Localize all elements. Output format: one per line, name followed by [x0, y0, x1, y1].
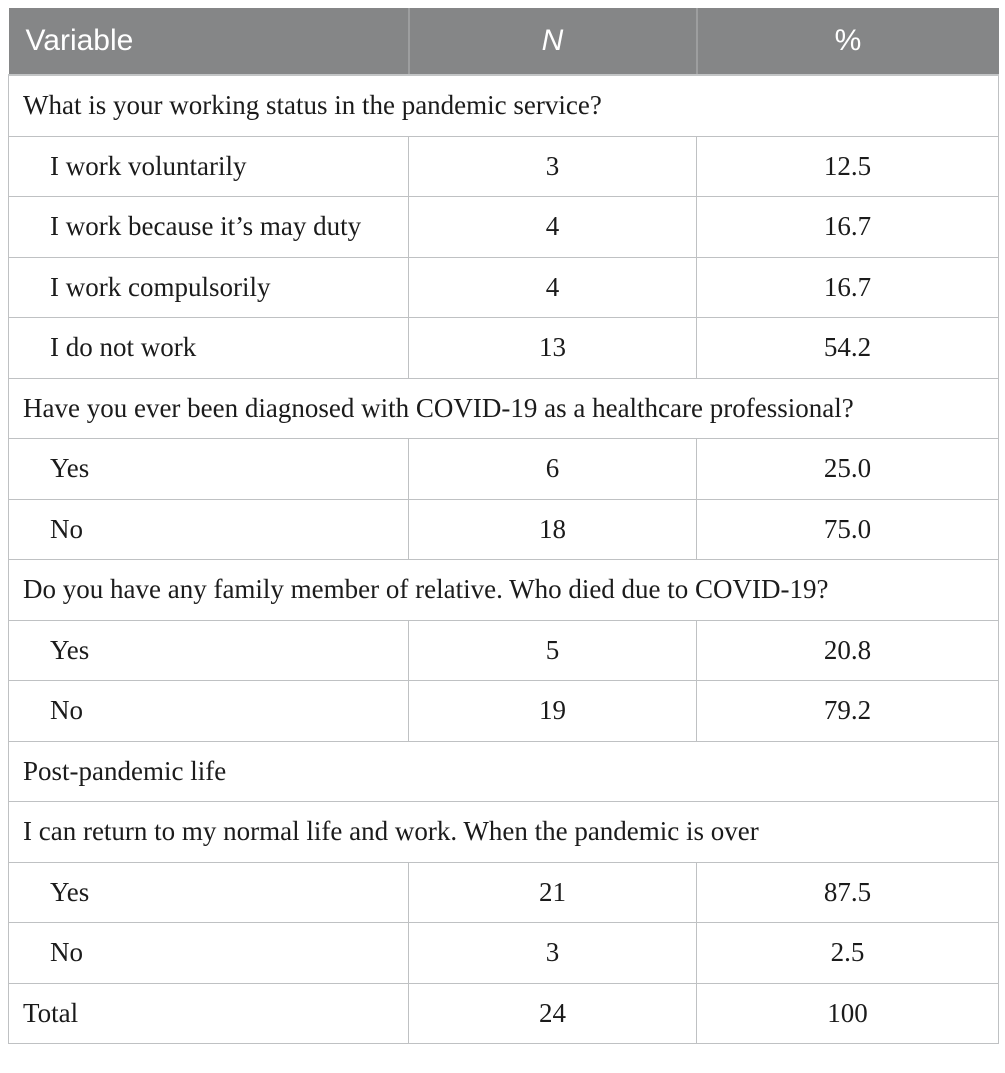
n-value: 3 — [408, 922, 697, 984]
table-row: Yes 5 20.8 — [8, 619, 999, 681]
n-value: 5 — [408, 619, 697, 681]
table-row: I work because it’s may duty 4 16.7 — [8, 196, 999, 258]
pct-value: 16.7 — [696, 196, 999, 258]
n-value: 4 — [408, 256, 697, 318]
section-row: Post-pandemic life — [8, 740, 999, 802]
row-label: No — [8, 922, 409, 984]
column-header-n: N — [407, 8, 697, 76]
pct-value: 12.5 — [696, 135, 999, 197]
pct-value: 75.0 — [696, 498, 999, 560]
section-row: Do you have any family member of relativ… — [8, 559, 999, 621]
table-row: I work compulsorily 4 16.7 — [8, 256, 999, 318]
pct-value: 54.2 — [696, 317, 999, 379]
row-label: Yes — [8, 861, 409, 923]
section-row: Have you ever been diagnosed with COVID-… — [8, 377, 999, 439]
row-label: I work because it’s may duty — [8, 196, 409, 258]
row-label: I work voluntarily — [8, 135, 409, 197]
row-label: Yes — [8, 619, 409, 681]
row-label: Total — [8, 982, 409, 1044]
row-label: No — [8, 498, 409, 560]
n-value: 6 — [408, 438, 697, 500]
n-value: 18 — [408, 498, 697, 560]
table-body: What is your working status in the pande… — [8, 74, 999, 1044]
column-header-variable: Variable — [8, 8, 409, 76]
table-row: No 18 75.0 — [8, 498, 999, 560]
total-row: Total 24 100 — [8, 982, 999, 1044]
pct-value: 2.5 — [696, 922, 999, 984]
pct-value: 20.8 — [696, 619, 999, 681]
pct-value: 25.0 — [696, 438, 999, 500]
pct-value: 87.5 — [696, 861, 999, 923]
pct-value: 100 — [696, 982, 999, 1044]
n-value: 19 — [408, 680, 697, 742]
n-value: 3 — [408, 135, 697, 197]
table-row: Yes 21 87.5 — [8, 861, 999, 923]
section-label: Have you ever been diagnosed with COVID-… — [8, 377, 999, 439]
n-value: 21 — [408, 861, 697, 923]
table-row: No 19 79.2 — [8, 680, 999, 742]
section-row: I can return to my normal life and work.… — [8, 801, 999, 863]
section-label: What is your working status in the pande… — [8, 74, 999, 137]
row-label: I work compulsorily — [8, 256, 409, 318]
n-value: 4 — [408, 196, 697, 258]
section-label: Do you have any family member of relativ… — [8, 559, 999, 621]
table-row: Yes 6 25.0 — [8, 438, 999, 500]
n-value: 24 — [408, 982, 697, 1044]
statistics-table-container: Variable N % What is your working status… — [8, 8, 999, 1044]
table-row: I work voluntarily 3 12.5 — [8, 135, 999, 197]
pct-value: 16.7 — [696, 256, 999, 318]
header-row: Variable N % — [8, 8, 999, 76]
section-label: Post-pandemic life — [8, 740, 999, 802]
n-value: 13 — [408, 317, 697, 379]
row-label: I do not work — [8, 317, 409, 379]
column-header-percent: % — [695, 8, 999, 76]
statistics-table: Variable N % What is your working status… — [8, 8, 999, 1044]
table-row: I do not work 13 54.2 — [8, 317, 999, 379]
table-header: Variable N % — [8, 8, 999, 76]
section-label: I can return to my normal life and work.… — [8, 801, 999, 863]
section-row: What is your working status in the pande… — [8, 74, 999, 137]
table-row: No 3 2.5 — [8, 922, 999, 984]
row-label: No — [8, 680, 409, 742]
row-label: Yes — [8, 438, 409, 500]
pct-value: 79.2 — [696, 680, 999, 742]
